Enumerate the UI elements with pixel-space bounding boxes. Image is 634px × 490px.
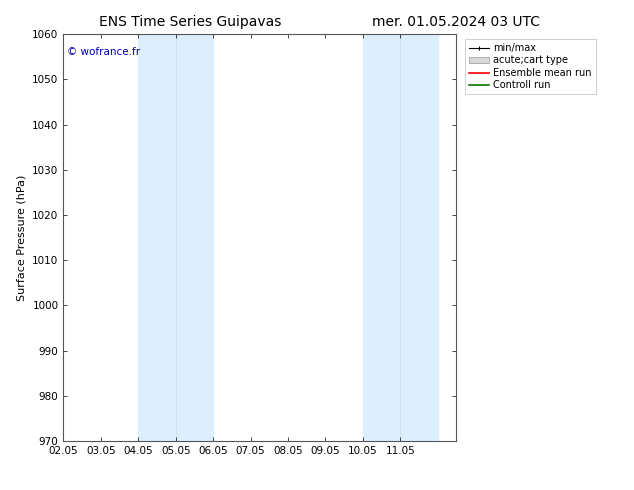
Bar [138, 34, 213, 441]
Text: © wofrance.fr: © wofrance.fr [67, 47, 141, 56]
Text: ENS Time Series Guipavas: ENS Time Series Guipavas [99, 15, 281, 29]
Bar [363, 34, 437, 441]
Text: mer. 01.05.2024 03 UTC: mer. 01.05.2024 03 UTC [373, 15, 540, 29]
Legend: min/max, acute;cart type, Ensemble mean run, Controll run: min/max, acute;cart type, Ensemble mean … [465, 39, 596, 94]
Y-axis label: Surface Pressure (hPa): Surface Pressure (hPa) [16, 174, 27, 301]
